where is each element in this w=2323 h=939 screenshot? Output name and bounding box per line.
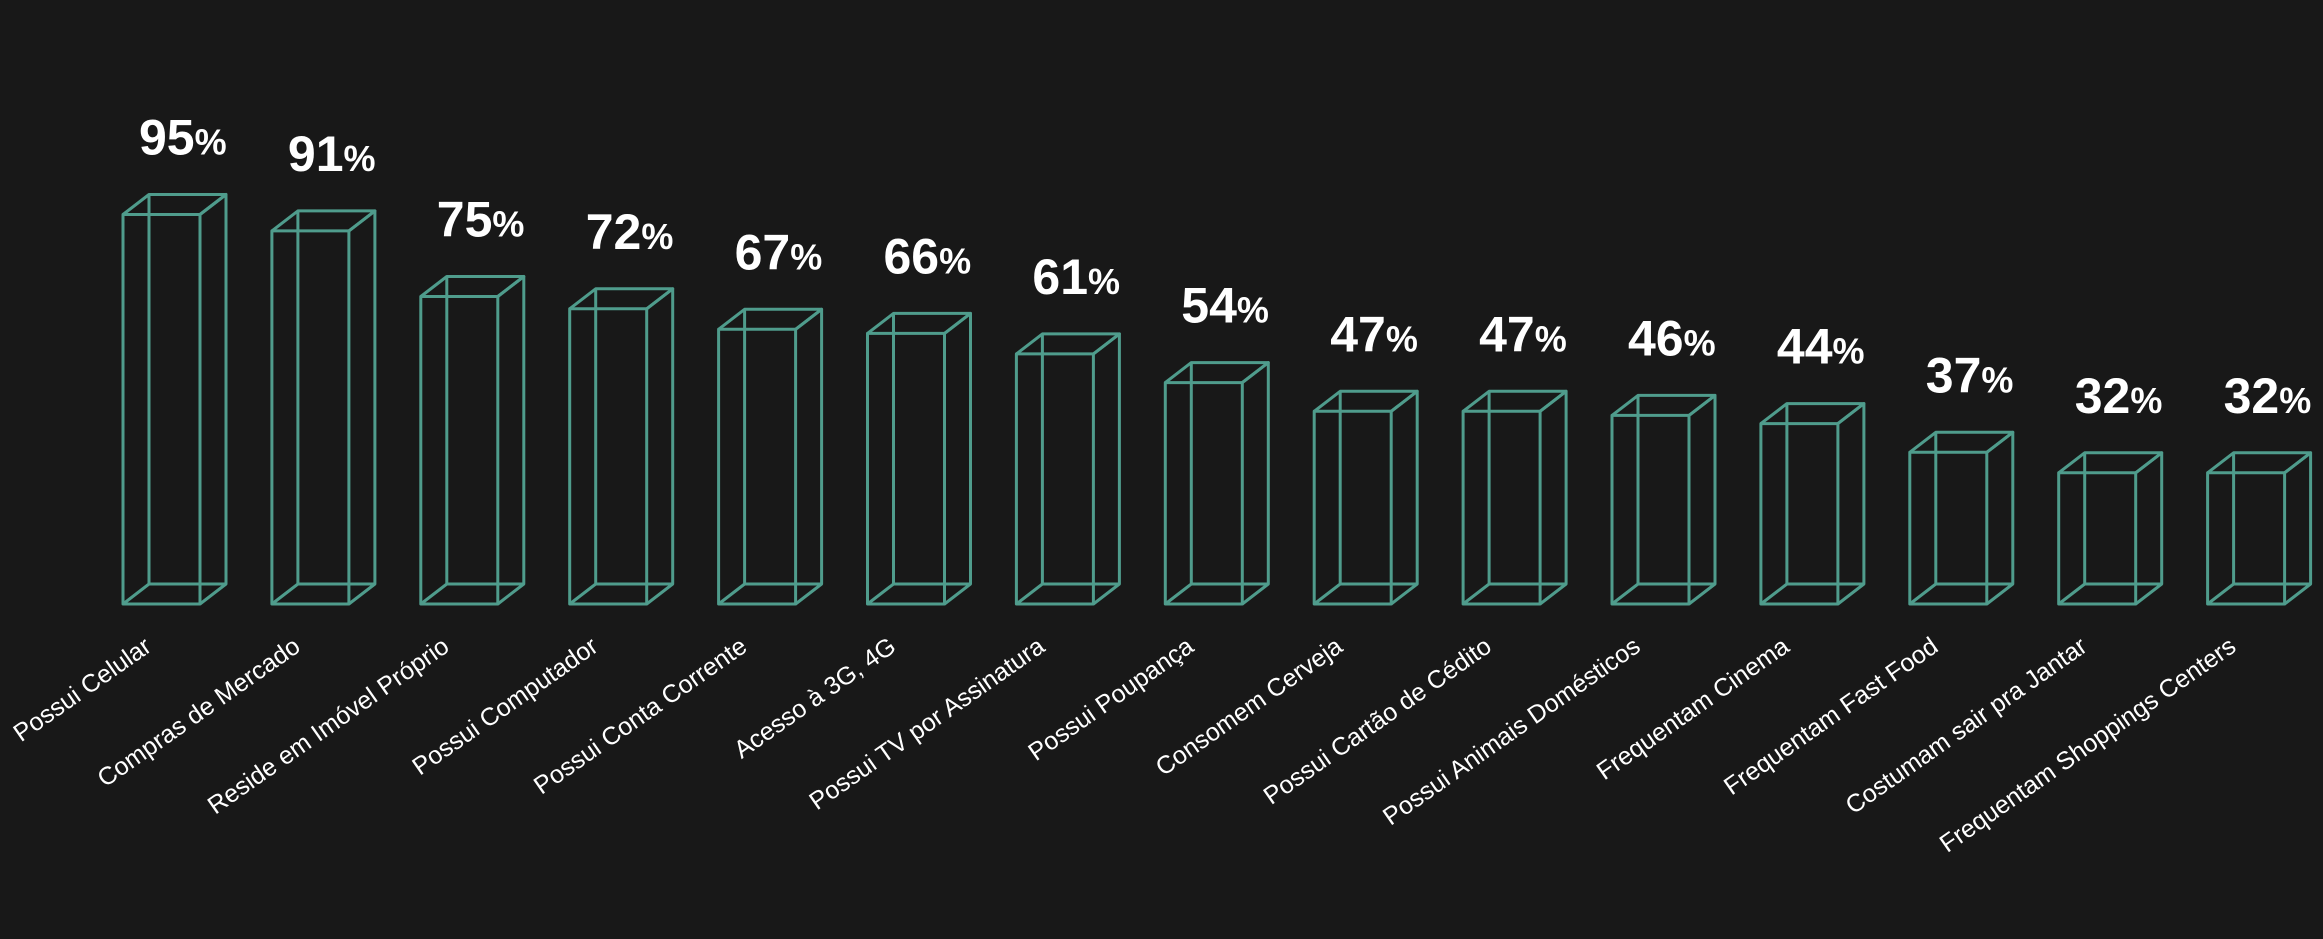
bar-13: [1908, 430, 2015, 606]
value-percent-sign: %: [492, 204, 524, 245]
bar-side-face: [199, 193, 228, 606]
bar-8: [1163, 361, 1270, 606]
bar-front-face: [717, 327, 798, 606]
value-label-4: 72%: [586, 204, 674, 260]
bar-front-face: [1461, 409, 1542, 606]
bar-11: [1610, 393, 1717, 606]
value-label-14: 32%: [2075, 368, 2163, 424]
value-label-2: 91%: [288, 126, 376, 182]
value-number: 46: [1628, 310, 1684, 366]
value-number: 47: [1330, 306, 1386, 362]
value-number: 54: [1181, 278, 1237, 334]
bar-side-face: [1390, 389, 1419, 606]
bar-side-face: [2134, 451, 2164, 606]
value-percent-sign: %: [1088, 261, 1120, 302]
value-label-8: 54%: [1181, 278, 1269, 334]
bar-7: [1014, 332, 1121, 606]
value-number: 32: [2224, 368, 2280, 424]
bar-side-face: [645, 287, 675, 606]
value-labels-group: 95% 91%75% 72% 67% 66% 61% 54% 47% 47% 46% 44% 37% 3…: [139, 110, 2311, 424]
bar-front-face: [866, 331, 946, 606]
bar-front-face: [121, 213, 202, 606]
value-label-7: 61%: [1032, 249, 1120, 305]
value-percent-sign: %: [939, 240, 971, 281]
bar-2: [270, 209, 377, 606]
value-label-6: 66%: [884, 228, 972, 284]
value-percent-sign: %: [1833, 331, 1865, 372]
value-number: 91: [288, 126, 344, 182]
bar-side-face: [1985, 430, 2015, 606]
value-percent-sign: %: [1981, 359, 2013, 400]
value-percent-sign: %: [2279, 380, 2311, 421]
value-label-11: 46%: [1628, 310, 1716, 366]
bar-front-face: [568, 307, 649, 606]
value-percent-sign: %: [1535, 318, 1567, 359]
bar-front-face: [270, 229, 351, 606]
bar-side-face: [496, 275, 526, 606]
bar-front-face: [1610, 413, 1691, 606]
value-label-10: 47%: [1479, 306, 1567, 362]
value-label-5: 67%: [735, 224, 823, 280]
value-label-12: 44%: [1777, 319, 1865, 375]
value-number: 37: [1926, 347, 1982, 403]
bar-side-face: [347, 209, 377, 606]
bar-1: [121, 193, 228, 606]
value-number: 47: [1479, 306, 1535, 362]
bar-front-face: [2206, 471, 2287, 606]
value-number: 72: [586, 204, 642, 260]
bar-front-face: [1163, 381, 1244, 606]
bar-front-face: [1014, 352, 1095, 606]
bar-14: [2057, 451, 2164, 606]
value-percent-sign: %: [1684, 322, 1716, 363]
bar-side-face: [1241, 361, 1270, 606]
value-percent-sign: %: [641, 216, 673, 257]
bar-side-face: [794, 307, 824, 606]
value-percent-sign: %: [1386, 318, 1418, 359]
bar-front-face: [419, 295, 500, 606]
value-label-13: 37%: [1926, 347, 2014, 403]
bar-side-face: [943, 311, 972, 606]
value-percent-sign: %: [344, 138, 376, 179]
value-label-9: 47%: [1330, 306, 1418, 362]
bar-3: [419, 275, 526, 606]
bar-side-face: [1539, 389, 1568, 606]
bar-12: [1759, 402, 1866, 606]
value-number: 66: [884, 228, 940, 284]
bars-group: [121, 193, 2313, 606]
value-number: 67: [735, 224, 791, 280]
bar-9: [1312, 389, 1419, 606]
bar-5: [717, 307, 824, 606]
value-label-1: 95%: [139, 110, 227, 166]
value-number: 95: [139, 110, 195, 166]
value-number: 44: [1777, 319, 1833, 375]
bar-15: [2206, 451, 2313, 606]
bar-front-face: [2057, 471, 2138, 606]
bar-10: [1461, 389, 1568, 606]
bar-4: [568, 287, 675, 606]
value-percent-sign: %: [2130, 380, 2162, 421]
bar-front-face: [1908, 450, 1989, 606]
value-percent-sign: %: [195, 122, 227, 163]
bar-side-face: [1092, 332, 1121, 606]
value-number: 32: [2075, 368, 2131, 424]
value-number: 61: [1032, 249, 1088, 305]
value-label-3: 75%: [437, 192, 525, 248]
bar-front-face: [1759, 422, 1840, 606]
bar-front-face: [1312, 409, 1393, 606]
value-percent-sign: %: [1237, 290, 1269, 331]
value-percent-sign: %: [790, 236, 822, 277]
bar-side-face: [1836, 402, 1866, 606]
value-label-15: 32%: [2224, 368, 2312, 424]
value-number: 75: [437, 192, 493, 248]
bar-side-face: [2283, 451, 2313, 606]
bar-side-face: [1688, 393, 1717, 606]
bar-6: [866, 311, 972, 606]
